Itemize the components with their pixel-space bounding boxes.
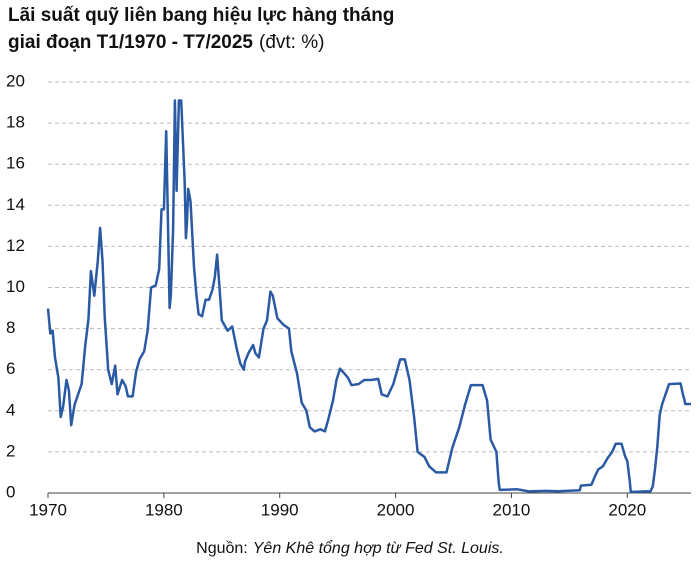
- chart-title: Lãi suất quỹ liên bang hiệu lực hàng thá…: [8, 5, 394, 26]
- source: Yên Khê tổng hợp từ Fed St. Louis.: [253, 539, 504, 557]
- y-tick-label: 2: [6, 441, 15, 460]
- y-tick-label: 4: [6, 400, 15, 419]
- y-tick-label: 20: [6, 71, 25, 90]
- x-tick-label: 1990: [261, 500, 299, 519]
- y-tick-label: 8: [6, 318, 15, 337]
- x-tick-label: 2020: [608, 500, 646, 519]
- y-tick-label: 16: [6, 154, 25, 173]
- y-tick-label: 12: [6, 236, 25, 255]
- chart-title: giai đoạn T1/1970 - T7/2025: [8, 32, 253, 53]
- x-tick-label: 1970: [29, 500, 67, 519]
- x-tick-label: 2000: [377, 500, 415, 519]
- data-line: [46, 99, 691, 494]
- y-tick-label: 14: [6, 195, 25, 214]
- y-tick-label: 10: [6, 277, 25, 296]
- source-label: Nguồn:: [196, 540, 248, 557]
- y-tick-label: 0: [6, 482, 15, 501]
- x-tick-label: 1980: [145, 500, 183, 519]
- y-tick-label: 18: [6, 113, 25, 132]
- unit-label: (đvt: %): [259, 32, 324, 53]
- y-tick-label: 6: [6, 359, 15, 378]
- x-tick-label: 2010: [493, 500, 531, 519]
